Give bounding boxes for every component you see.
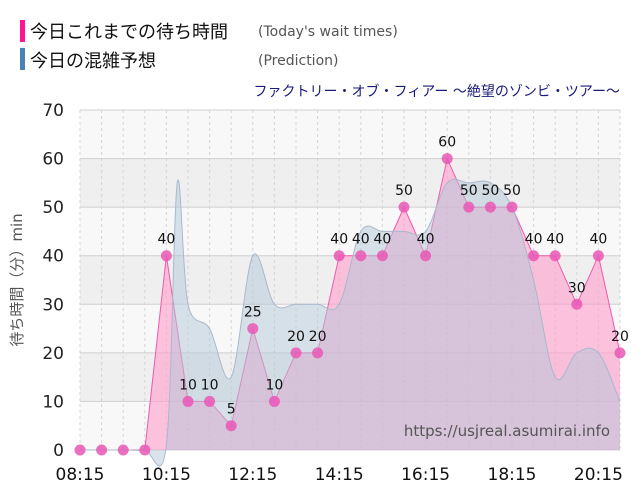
- today-point: [204, 395, 216, 407]
- today-data-label: 40: [157, 232, 175, 248]
- today-point: [398, 201, 410, 213]
- today-point: [117, 444, 129, 456]
- today-data-label: 30: [568, 280, 586, 296]
- legend-today-sub: (Today's wait times): [258, 24, 398, 40]
- legend-today-label: 今日これまでの待ち時間: [30, 22, 228, 43]
- today-point: [225, 420, 237, 432]
- x-tick-label: 14:15: [315, 465, 364, 485]
- prediction-area: [80, 179, 620, 467]
- plot-band: [80, 110, 620, 159]
- today-point: [312, 347, 324, 359]
- today-data-label: 10: [265, 377, 283, 393]
- today-data-label: 50: [503, 183, 521, 199]
- today-line: [80, 156, 621, 451]
- today-point: [528, 250, 540, 262]
- today-data-label: 20: [611, 329, 629, 345]
- today-data-label: 50: [481, 183, 499, 199]
- x-tick-label: 18:15: [488, 465, 537, 485]
- y-tick-label: 20: [42, 344, 64, 364]
- today-data-label: 10: [179, 377, 197, 393]
- y-tick-label: 50: [42, 198, 64, 218]
- y-tick-label: 30: [42, 295, 64, 315]
- chart-title: ファクトリー・オブ・フィアー 〜絶望のゾンビ・ツアー〜: [254, 83, 621, 100]
- today-data-label: 40: [525, 232, 543, 248]
- today-data-label: 40: [330, 232, 348, 248]
- legend-today-swatch: [20, 20, 25, 42]
- today-data-label: 50: [395, 183, 413, 199]
- today-point: [376, 250, 388, 262]
- today-point: [247, 323, 259, 335]
- today-point: [74, 444, 86, 456]
- x-tick-label: 12:15: [228, 465, 277, 485]
- today-data-label: 40: [417, 232, 435, 248]
- today-data-label: 60: [438, 135, 456, 151]
- today-data-label: 50: [460, 183, 478, 199]
- today-point: [355, 250, 367, 262]
- today-data-label: 40: [546, 232, 564, 248]
- x-tick-label: 16:15: [401, 465, 450, 485]
- today-point: [268, 395, 280, 407]
- today-data-label: 20: [287, 329, 305, 345]
- watermark: https://usjreal.asumirai.info: [404, 422, 610, 440]
- prediction-line: [79, 178, 621, 467]
- today-point: [571, 298, 583, 310]
- today-point: [441, 153, 453, 165]
- today-data-label: 5: [227, 402, 236, 418]
- today-point: [592, 250, 604, 262]
- today-point: [549, 250, 561, 262]
- today-point: [333, 250, 345, 262]
- today-data-label: 25: [244, 305, 262, 321]
- today-point: [484, 201, 496, 213]
- today-point: [614, 347, 626, 359]
- today-point: [160, 250, 172, 262]
- x-tick-label: 10:15: [142, 465, 191, 485]
- today-point: [463, 201, 475, 213]
- x-tick-label: 20:15: [574, 465, 623, 485]
- today-point: [96, 444, 108, 456]
- today-point: [290, 347, 302, 359]
- today-data-label: 20: [309, 329, 327, 345]
- today-data-label: 40: [352, 232, 370, 248]
- legend-prediction-swatch: [20, 48, 25, 70]
- today-point: [420, 250, 432, 262]
- y-tick-label: 40: [42, 247, 64, 267]
- today-data-label: 40: [373, 232, 391, 248]
- y-tick-label: 70: [42, 101, 64, 121]
- plot-band: [80, 158, 620, 208]
- y-tick-label: 60: [42, 150, 64, 170]
- today-point: [506, 201, 518, 213]
- y-tick-label: 10: [42, 392, 64, 412]
- y-tick-label: 0: [53, 441, 64, 461]
- today-data-label: 40: [589, 232, 607, 248]
- today-point: [182, 395, 194, 407]
- legend-prediction-label: 今日の混雑予想: [30, 51, 156, 72]
- y-axis-label: 待ち時間（分）min: [8, 213, 26, 346]
- x-tick-label: 08:15: [56, 465, 105, 485]
- today-point: [139, 444, 151, 456]
- legend-prediction-sub: (Prediction): [258, 53, 338, 69]
- today-data-label: 10: [201, 377, 219, 393]
